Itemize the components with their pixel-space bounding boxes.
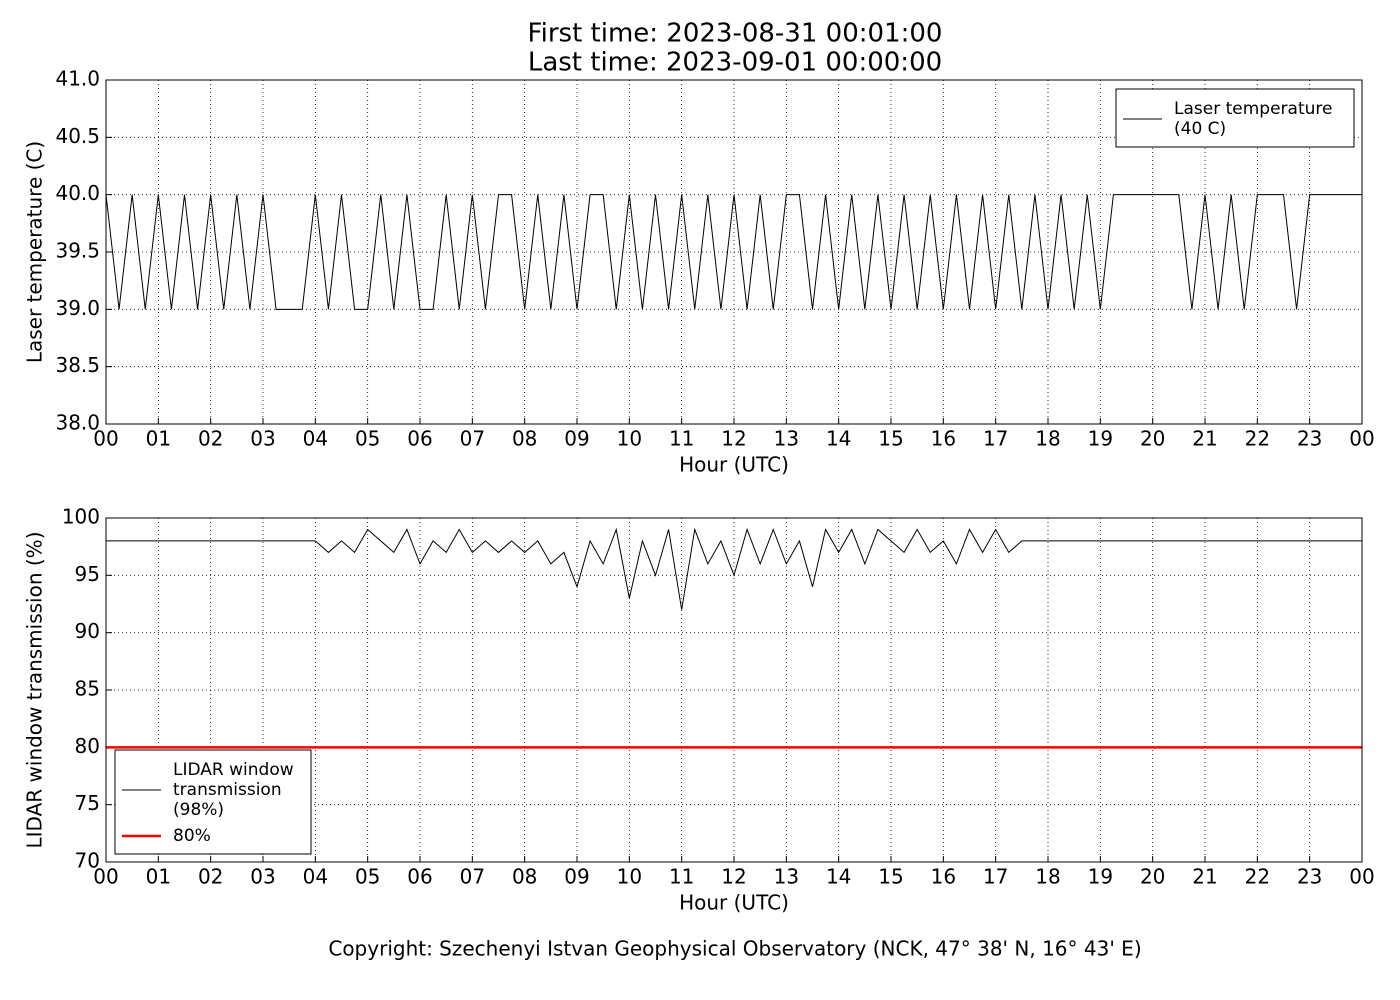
y-axis-label: Laser temperature (C) [23,141,47,363]
x-tick-label: 19 [1088,427,1113,451]
x-tick-label: 15 [878,427,903,451]
y-tick-label: 90 [75,619,100,643]
legend: LIDAR window transmission (98%) 80% [114,749,312,855]
x-tick-label: 15 [878,865,903,889]
chart-subtitle: Last time: 2023-09-01 00:00:00 [528,48,942,78]
x-axis-label: Hour (UTC) [679,891,789,915]
x-tick-label: 06 [407,865,432,889]
x-tick-label: 00 [1349,427,1374,451]
x-tick-label: 01 [146,427,171,451]
x-tick-label: 21 [1192,427,1217,451]
x-tick-label: 11 [669,427,694,451]
x-tick-label: 19 [1088,865,1113,889]
data-line [105,194,1362,310]
x-tick-label: 09 [564,427,589,451]
chart-title: First time: 2023-08-31 00:01:00 [528,19,943,49]
x-tick-label: 16 [931,427,956,451]
x-tick-label: 10 [617,427,642,451]
x-tick-label: 14 [826,427,851,451]
x-tick-label: 17 [983,427,1008,451]
y-tick-label: 40.5 [55,124,100,148]
x-tick-label: 07 [460,865,485,889]
x-tick-label: 00 [93,427,118,451]
x-tick-label: 02 [198,427,223,451]
y-tick-label: 38.0 [55,411,100,435]
legend-label: LIDAR window transmission (98%) [173,760,294,820]
x-tick-label: 04 [303,865,328,889]
legend: Laser temperature (40 C) [1115,88,1355,148]
x-tick-label: 01 [146,865,171,889]
x-tick-label: 03 [250,427,275,451]
x-tick-label: 22 [1245,427,1270,451]
x-tick-label: 20 [1140,427,1165,451]
data-line [106,527,1362,610]
x-tick-label: 00 [93,865,118,889]
x-tick-label: 09 [564,865,589,889]
x-tick-label: 18 [1035,427,1060,451]
x-tick-label: 07 [460,427,485,451]
legend-label: 80% [173,826,211,846]
x-tick-label: 16 [931,865,956,889]
x-tick-label: 03 [250,865,275,889]
y-tick-label: 100 [62,505,100,529]
x-tick-label: 12 [721,427,746,451]
x-tick-label: 08 [512,865,537,889]
x-axis-label: Hour (UTC) [679,453,789,477]
y-tick-label: 39.0 [55,296,100,320]
x-tick-label: 23 [1297,427,1322,451]
x-tick-label: 11 [669,865,694,889]
x-tick-label: 06 [407,427,432,451]
y-tick-label: 38.5 [55,353,100,377]
x-tick-label: 20 [1140,865,1165,889]
y-tick-label: 85 [75,677,100,701]
x-tick-label: 05 [355,427,380,451]
x-tick-label: 02 [198,865,223,889]
x-tick-label: 12 [721,865,746,889]
y-axis-label: LIDAR window transmission (%) [23,532,47,849]
x-tick-label: 21 [1192,865,1217,889]
x-tick-label: 04 [303,427,328,451]
y-tick-label: 41.0 [55,67,100,91]
x-tick-label: 13 [774,865,799,889]
x-tick-label: 05 [355,865,380,889]
x-tick-label: 08 [512,427,537,451]
footnote: Copyright: Szechenyi Istvan Geophysical … [328,937,1141,961]
y-tick-label: 40.0 [55,181,100,205]
x-tick-label: 22 [1245,865,1270,889]
y-tick-label: 95 [75,562,100,586]
legend-box [1115,88,1355,148]
x-tick-label: 18 [1035,865,1060,889]
x-tick-label: 17 [983,865,1008,889]
plot-frame [105,79,1363,425]
legend-label: Laser temperature (40 C) [1174,99,1332,139]
x-tick-label: 00 [1349,865,1374,889]
x-tick-label: 23 [1297,865,1322,889]
y-tick-label: 75 [75,791,100,815]
y-tick-label: 39.5 [55,239,100,263]
x-tick-label: 10 [617,865,642,889]
x-tick-label: 14 [826,865,851,889]
x-tick-label: 13 [774,427,799,451]
y-tick-label: 70 [75,849,100,873]
plot-frame [105,517,1363,863]
y-tick-label: 80 [75,734,100,758]
